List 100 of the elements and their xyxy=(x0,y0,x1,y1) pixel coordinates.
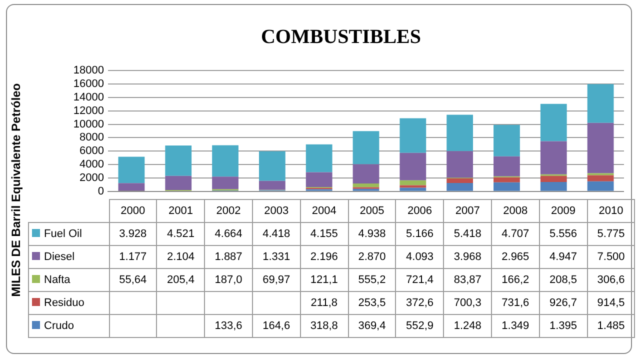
data-label: 2.870 xyxy=(348,246,396,268)
data-label: 369,4 xyxy=(348,314,396,338)
bar xyxy=(494,156,520,176)
data-label: 1.331 xyxy=(252,246,300,268)
y-tick-label: 0 xyxy=(98,185,104,198)
data-label: 2.196 xyxy=(300,246,348,268)
y-tick-label: 16000 xyxy=(73,78,104,90)
bar xyxy=(494,124,520,156)
chart-title: COMBUSTIBLES xyxy=(260,26,422,49)
bar xyxy=(165,146,192,176)
y-tick-label: 14000 xyxy=(73,91,104,104)
data-label: 164,6 xyxy=(252,314,300,338)
data-label: 4.093 xyxy=(396,246,444,268)
bar xyxy=(587,175,614,182)
bar xyxy=(400,188,426,191)
x-tick-label: 2010 xyxy=(587,200,635,222)
data-label: 5.418 xyxy=(444,222,492,246)
data-label: 5.775 xyxy=(587,222,635,246)
bar xyxy=(400,185,426,188)
x-tick-label: 2008 xyxy=(492,200,540,222)
data-label: 700,3 xyxy=(444,292,492,314)
bar xyxy=(118,183,145,192)
x-tick-label: 2004 xyxy=(300,200,348,222)
data-label: 7.500 xyxy=(587,246,635,268)
data-label: 55,64 xyxy=(109,268,157,292)
data-label: 731,6 xyxy=(492,292,540,314)
y-tick-label: 12000 xyxy=(73,104,104,117)
data-label: 4.418 xyxy=(252,222,300,246)
bar xyxy=(540,104,567,142)
data-label: 187,0 xyxy=(204,268,252,292)
data-label: 318,8 xyxy=(300,314,348,338)
bar xyxy=(494,177,520,182)
data-label: 5.556 xyxy=(539,222,588,246)
bar xyxy=(446,151,474,178)
data-label: 253,5 xyxy=(348,292,396,314)
data-label: 211,8 xyxy=(300,292,348,314)
data-label: 3.928 xyxy=(109,222,157,246)
data-label: 4.947 xyxy=(539,246,588,268)
legend-label: Residuo xyxy=(28,292,109,314)
data-label: 208,5 xyxy=(539,268,588,292)
data-label: 1.395 xyxy=(539,314,588,338)
legend-label: Nafta xyxy=(28,268,109,292)
data-label: 4.664 xyxy=(204,222,252,246)
data-label: 4.707 xyxy=(492,222,540,246)
x-tick-label: 2005 xyxy=(348,200,396,222)
y-tick-label: 6000 xyxy=(80,145,104,158)
bar xyxy=(540,182,567,191)
data-label: 4.155 xyxy=(300,222,348,246)
y-axis-title: MILES DE Barril Equivalente Petróleo xyxy=(9,83,23,297)
data-label: 133,6 xyxy=(204,314,252,338)
bar xyxy=(400,180,426,186)
bar xyxy=(446,178,474,184)
data-label: 306,6 xyxy=(587,268,635,292)
bar xyxy=(587,84,614,123)
y-tick-label: 4000 xyxy=(80,158,104,171)
bar xyxy=(352,131,380,164)
data-label: 552,9 xyxy=(396,314,444,338)
x-tick-label: 2007 xyxy=(444,200,492,222)
data-label: 1.887 xyxy=(204,246,252,268)
legend-label: Fuel Oil xyxy=(28,222,109,246)
bar xyxy=(306,172,332,188)
y-tick-label: 18000 xyxy=(73,64,104,77)
x-tick-label: 2006 xyxy=(396,200,444,222)
data-label: 166,2 xyxy=(492,268,540,292)
x-tick-label: 2009 xyxy=(539,200,588,222)
bar xyxy=(446,114,474,152)
bar xyxy=(352,164,380,184)
data-label: 121,1 xyxy=(300,268,348,292)
bar xyxy=(258,180,286,190)
x-tick-label: 2001 xyxy=(156,200,205,222)
data-label: 372,6 xyxy=(396,292,444,314)
bar xyxy=(306,144,332,172)
legend-label: Crudo xyxy=(28,314,109,338)
data-label: 2.104 xyxy=(156,246,205,268)
y-tick-label: 2000 xyxy=(80,172,104,184)
x-tick-label: 2000 xyxy=(109,200,157,222)
bar xyxy=(446,183,474,191)
data-label: 555,2 xyxy=(348,268,396,292)
bar xyxy=(494,182,520,191)
bar xyxy=(212,176,238,190)
data-label: 2.965 xyxy=(492,246,540,268)
data-label: 1.248 xyxy=(444,314,492,338)
bar xyxy=(540,141,567,174)
bar xyxy=(587,181,614,191)
data-label: 4.521 xyxy=(156,222,205,246)
data-label: 926,7 xyxy=(539,292,588,314)
bar xyxy=(400,152,426,180)
data-label: 4.938 xyxy=(348,222,396,246)
data-label: 1.485 xyxy=(587,314,635,338)
y-tick-label: 8000 xyxy=(80,132,104,144)
data-label: 83,87 xyxy=(444,268,492,292)
data-label: 1.177 xyxy=(109,246,157,268)
bar xyxy=(165,176,192,190)
data-label: 5.166 xyxy=(396,222,444,246)
bar xyxy=(212,145,238,177)
bar xyxy=(540,176,567,182)
data-label: 205,4 xyxy=(156,268,205,292)
bar xyxy=(587,122,614,174)
bar xyxy=(400,118,426,153)
data-label: 1.349 xyxy=(492,314,540,338)
